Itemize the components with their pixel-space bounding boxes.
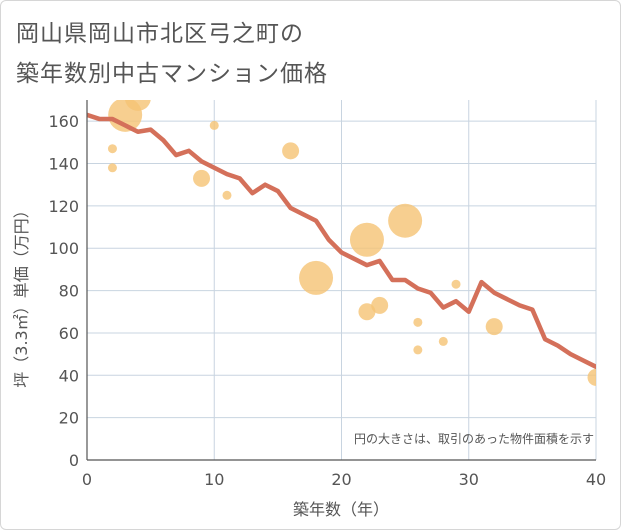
x-tick-label: 10 bbox=[204, 470, 224, 489]
bubble-point bbox=[107, 163, 117, 173]
bubble-point bbox=[222, 190, 232, 200]
y-tick-label: 40 bbox=[59, 366, 79, 385]
bubble-point bbox=[413, 317, 423, 327]
chart-title-line1: 岡山県岡山市北区弓之町の bbox=[16, 21, 304, 47]
bubble-point bbox=[282, 142, 300, 160]
bubble-point bbox=[438, 336, 448, 346]
y-tick-label: 100 bbox=[48, 239, 79, 258]
average-line-series bbox=[87, 112, 596, 370]
bubble-series bbox=[107, 100, 596, 386]
bubble-point bbox=[209, 120, 219, 130]
bubble-point bbox=[358, 303, 376, 321]
bubble-point bbox=[299, 260, 334, 295]
x-tick-label: 20 bbox=[331, 470, 351, 489]
bubble-point bbox=[193, 169, 211, 187]
x-tick-label: 40 bbox=[586, 470, 606, 489]
bubble-point bbox=[587, 368, 596, 386]
bubble-size-note: 円の大きさは、取引のあった物件面積を示す bbox=[354, 431, 594, 446]
y-tick-label: 140 bbox=[48, 155, 79, 174]
bubble-point bbox=[388, 203, 423, 238]
chart-grid bbox=[86, 100, 597, 461]
x-tick-label: 30 bbox=[459, 470, 479, 489]
y-tick-label: 20 bbox=[59, 409, 79, 428]
bubble-point bbox=[125, 100, 151, 111]
y-tick-label: 0 bbox=[69, 451, 79, 470]
y-tick-label: 160 bbox=[48, 112, 79, 131]
average-price-line bbox=[87, 112, 596, 370]
bubble-point bbox=[413, 345, 423, 355]
x-tick-label: 0 bbox=[82, 470, 92, 489]
bubble-point bbox=[107, 144, 117, 154]
bubble-point bbox=[371, 296, 389, 314]
y-tick-label: 120 bbox=[48, 197, 79, 216]
chart-title-line2: 築年数別中古マンション価格 bbox=[16, 61, 328, 87]
y-axis-label: 坪（3.3㎡）単価（万円） bbox=[12, 202, 31, 387]
chart-axes: 0 20 40 60 80 100 120 140 160 0 10 20 30 40 bbox=[48, 100, 606, 489]
y-tick-label: 60 bbox=[59, 324, 79, 343]
bubble-point bbox=[451, 279, 461, 289]
x-axis-label: 築年数（年） bbox=[293, 500, 389, 519]
bubble-point bbox=[349, 222, 384, 257]
y-tick-label: 80 bbox=[59, 282, 79, 301]
bubble-point bbox=[485, 318, 503, 336]
